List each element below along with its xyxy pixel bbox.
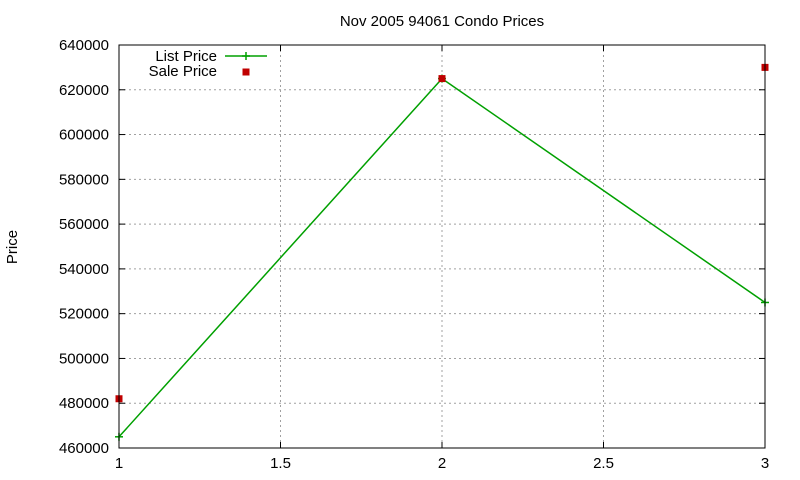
legend-marker-list-price bbox=[242, 52, 250, 60]
y-tick-label: 520000 bbox=[59, 306, 109, 323]
y-tick-label: 620000 bbox=[59, 82, 109, 99]
sale-price-point bbox=[438, 75, 446, 83]
y-tick-label: 560000 bbox=[59, 216, 109, 233]
legend-label-list-price: List Price bbox=[155, 48, 217, 65]
grid-lines bbox=[119, 45, 765, 448]
y-tick-label: 600000 bbox=[59, 127, 109, 144]
x-tick-label: 1 bbox=[115, 455, 123, 472]
legend: List Price Sale Price bbox=[149, 48, 267, 80]
legend-swatch-sale-price bbox=[242, 68, 250, 76]
y-tick-label: 460000 bbox=[59, 440, 109, 457]
x-tick-label: 3 bbox=[761, 455, 769, 472]
y-tick-label: 540000 bbox=[59, 261, 109, 278]
legend-label-sale-price: Sale Price bbox=[149, 63, 217, 80]
list-price-line bbox=[118, 77, 766, 438]
y-tick-label: 480000 bbox=[59, 395, 109, 412]
y-tick-label: 640000 bbox=[59, 37, 109, 54]
x-tick-label: 2 bbox=[438, 455, 446, 472]
y-tick-label: 580000 bbox=[59, 171, 109, 188]
y-tick-label: 500000 bbox=[59, 350, 109, 367]
y-axis-label: Price bbox=[4, 230, 21, 264]
x-tick-label: 1.5 bbox=[270, 455, 291, 472]
chart-title: Nov 2005 94061 Condo Prices bbox=[340, 13, 544, 30]
x-tick-label: 2.5 bbox=[593, 455, 614, 472]
axis-ticks: 1 1.5 2 2.5 3 460000 480000 500000 520000 540000 5… bbox=[59, 37, 769, 472]
legend-swatches bbox=[225, 52, 267, 76]
